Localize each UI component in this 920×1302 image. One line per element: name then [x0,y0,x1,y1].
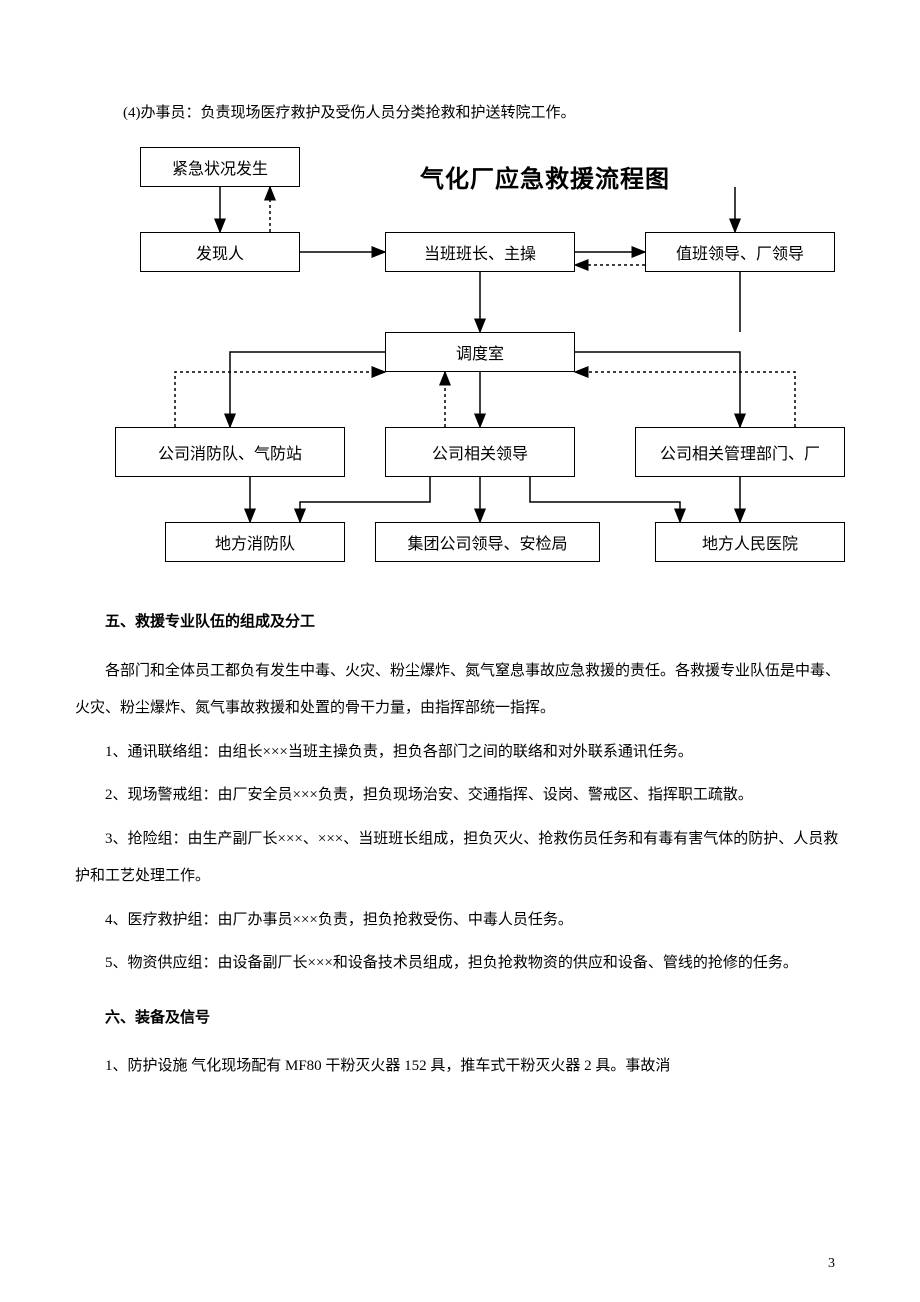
flowchart-box-n1: 紧急状况发生 [140,147,300,187]
flowchart-title: 气化厂应急救援流程图 [420,159,670,194]
flowchart-box-n7: 公司相关领导 [385,427,575,477]
intro-paragraph: (4)办事员：负责现场医疗救护及受伤人员分类抢救和护送转院工作。 [75,100,845,127]
section-5-p1: 各部门和全体员工都负有发生中毒、火灾、粉尘爆炸、氮气窒息事故应急救援的责任。各救… [75,653,845,728]
flowchart-container: 气化厂应急救援流程图 紧急状况发生发现人 当班班长、主操 值班领导、厂领导调度室公司… [75,147,845,577]
section-5-p6: 5、物资供应组：由设备副厂长×××和设备技术员组成，担负抢救物资的供应和设备、管… [75,945,845,983]
flowchart-box-n6: 公司消防队、气防站 [115,427,345,477]
section-6-heading: 六、装备及信号 [75,1003,845,1035]
flowchart-box-n8: 公司相关管理部门、厂 [635,427,845,477]
flowchart-box-n3: 当班班长、主操 [385,232,575,272]
flowchart-box-n5: 调度室 [385,332,575,372]
flowchart-box-n4: 值班领导、厂领导 [645,232,835,272]
section-5-p5: 4、医疗救护组：由厂办事员×××负责，担负抢救受伤、中毒人员任务。 [75,902,845,940]
section-5-p2: 1、通讯联络组：由组长×××当班主操负责，担负各部门之间的联络和对外联系通讯任务… [75,734,845,772]
section-5-heading: 五、救援专业队伍的组成及分工 [75,607,845,639]
flowchart-box-n10: 集团公司领导、安检局 [375,522,600,562]
section-6-p1: 1、防护设施 气化现场配有 MF80 干粉灭火器 152 具，推车式干粉灭火器 … [75,1048,845,1086]
section-5-p4: 3、抢险组：由生产副厂长×××、×××、当班班长组成，担负灭火、抢救伤员任务和有… [75,821,845,896]
flowchart-box-n11: 地方人民医院 [655,522,845,562]
page-number: 3 [828,1256,835,1272]
section-5-p3: 2、现场警戒组：由厂安全员×××负责，担负现场治安、交通指挥、设岗、警戒区、指挥… [75,777,845,815]
flowchart-box-n2: 发现人 [140,232,300,272]
flowchart-box-n9: 地方消防队 [165,522,345,562]
